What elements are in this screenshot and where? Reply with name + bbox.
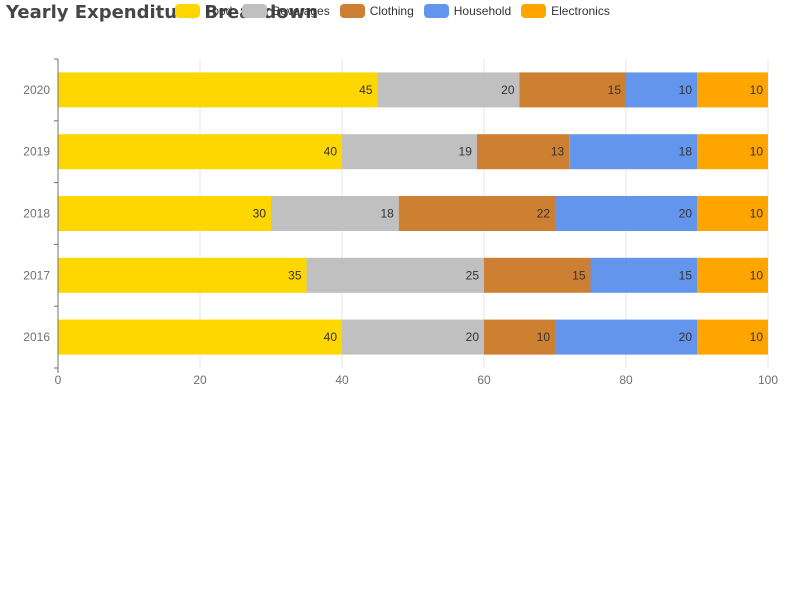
x-tick-label-0: 0 [55, 373, 62, 387]
legend-item-household[interactable]: Household [423, 4, 512, 18]
data-label-household-2017: 15 [679, 268, 693, 282]
bar-beverages-2016 [342, 319, 484, 355]
legend-item-food[interactable]: Food [175, 4, 232, 18]
data-label-electronics-2019: 10 [750, 145, 764, 159]
data-label-electronics-2018: 10 [750, 207, 764, 221]
x-tick-label-20: 20 [193, 373, 207, 387]
data-label-household-2016: 20 [679, 330, 693, 344]
data-label-household-2019: 18 [679, 145, 693, 159]
bar-electronics-2016 [697, 319, 768, 355]
data-label-clothing-2017: 15 [572, 268, 586, 282]
bar-electronics-2020 [697, 72, 768, 108]
data-label-household-2020: 10 [679, 83, 693, 97]
x-tick-label-80: 80 [619, 373, 633, 387]
y-tick-label-2019: 2019 [23, 145, 50, 159]
legend-swatch-beverages [242, 4, 268, 18]
bar-electronics-2018 [697, 196, 768, 231]
y-tick-label-2017: 2017 [23, 268, 50, 282]
data-label-household-2018: 20 [679, 207, 693, 221]
bar-household-2019 [569, 134, 697, 170]
bar-food-2020 [58, 72, 378, 108]
legend-swatch-food [175, 4, 200, 18]
bar-beverages-2017 [306, 257, 484, 293]
data-label-clothing-2018: 22 [537, 207, 551, 221]
legend-item-electronics[interactable]: Electronics [521, 4, 610, 18]
data-label-clothing-2019: 13 [551, 145, 565, 159]
data-label-beverages-2020: 20 [501, 83, 515, 97]
data-label-clothing-2016: 10 [537, 330, 551, 344]
bar-household-2016 [555, 319, 697, 355]
bar-electronics-2017 [697, 257, 768, 293]
y-tick-label-2018: 2018 [23, 207, 50, 221]
data-label-clothing-2020: 15 [608, 83, 622, 97]
chart-title: Yearly Expenditure Breakdown [6, 2, 319, 23]
legend-label-clothing: Clothing [369, 4, 414, 18]
data-label-electronics-2020: 10 [750, 83, 764, 97]
legend-item-clothing[interactable]: Clothing [339, 4, 414, 18]
bar-food-2016 [58, 319, 342, 355]
bar-food-2019 [58, 134, 342, 170]
x-tick-label-40: 40 [335, 373, 349, 387]
data-label-beverages-2018: 18 [380, 207, 394, 221]
legend-label-electronics: Electronics [551, 4, 610, 18]
data-label-food-2020: 45 [359, 83, 373, 97]
bar-electronics-2019 [697, 134, 768, 170]
data-label-food-2018: 30 [253, 207, 267, 221]
bar-household-2018 [555, 196, 697, 231]
bar-beverages-2020 [377, 72, 520, 108]
legend-swatch-household [423, 4, 449, 18]
bar-clothing-2017 [484, 257, 591, 293]
bar-beverages-2019 [342, 134, 477, 170]
bar-clothing-2016 [484, 319, 555, 355]
bar-clothing-2018 [398, 196, 555, 231]
legend-item-beverages[interactable]: Beverages [242, 4, 330, 18]
data-label-food-2019: 40 [324, 145, 338, 159]
bar-food-2018 [58, 196, 271, 231]
legend-label-beverages: Beverages [272, 4, 330, 18]
data-label-beverages-2016: 20 [466, 330, 480, 344]
legend-swatch-clothing [339, 4, 365, 18]
bar-clothing-2019 [476, 134, 570, 170]
data-label-electronics-2016: 10 [750, 330, 764, 344]
legend: Food Beverages Clothing Household Electr… [175, 2, 620, 20]
data-label-food-2016: 40 [324, 330, 338, 344]
bar-clothing-2020 [519, 72, 626, 108]
data-label-electronics-2017: 10 [750, 268, 764, 282]
data-label-beverages-2017: 25 [466, 268, 480, 282]
legend-label-household: Household [453, 4, 512, 18]
bar-household-2020 [626, 72, 697, 108]
data-label-beverages-2019: 19 [459, 145, 473, 159]
legend-label-food: Food [205, 4, 233, 18]
x-tick-label-100: 100 [758, 373, 778, 387]
bar-household-2017 [590, 257, 697, 293]
bar-beverages-2018 [271, 196, 399, 231]
legend-swatch-electronics [521, 4, 547, 18]
y-tick-label-2016: 2016 [23, 330, 50, 344]
x-tick-label-60: 60 [477, 373, 491, 387]
bar-food-2017 [58, 257, 307, 293]
y-tick-label-2020: 2020 [23, 83, 50, 97]
data-label-food-2017: 35 [288, 268, 302, 282]
